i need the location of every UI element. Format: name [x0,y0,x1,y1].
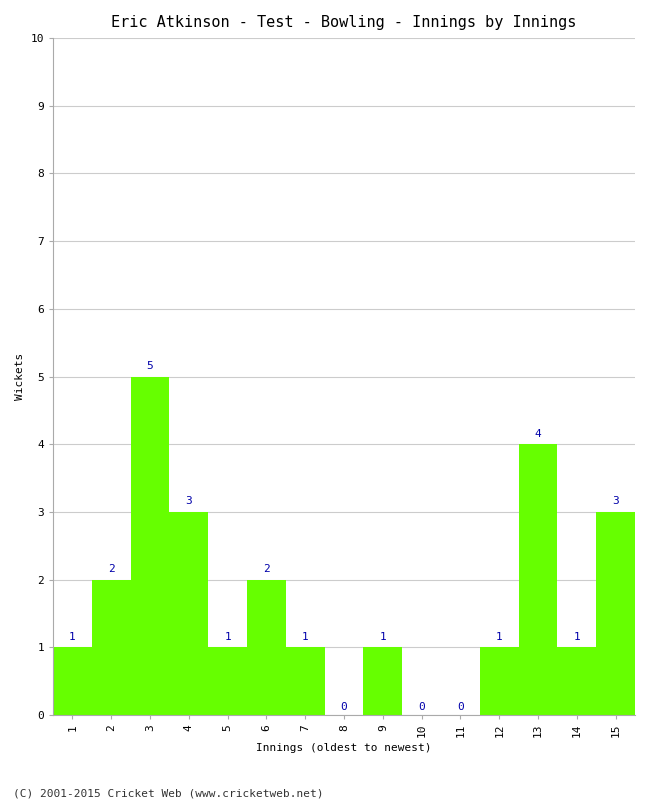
Text: 0: 0 [418,702,425,711]
Bar [363,647,402,715]
Bar [558,647,596,715]
Text: 0: 0 [457,702,464,711]
Text: 5: 5 [147,361,153,371]
Bar [480,647,519,715]
Bar [53,647,92,715]
Title: Eric Atkinson - Test - Bowling - Innings by Innings: Eric Atkinson - Test - Bowling - Innings… [111,15,577,30]
Text: 1: 1 [380,632,386,642]
Bar [208,647,247,715]
Text: 0: 0 [341,702,347,711]
Text: 2: 2 [108,564,114,574]
Text: 1: 1 [496,632,502,642]
Bar [596,512,635,715]
Text: 3: 3 [612,497,619,506]
Text: 4: 4 [535,429,541,438]
Text: 1: 1 [302,632,309,642]
Bar [170,512,208,715]
Text: 1: 1 [224,632,231,642]
Bar [92,579,131,715]
Y-axis label: Wickets: Wickets [15,353,25,400]
X-axis label: Innings (oldest to newest): Innings (oldest to newest) [256,743,432,753]
Bar [131,377,170,715]
Bar [247,579,286,715]
Bar [286,647,324,715]
Text: 3: 3 [185,497,192,506]
Text: 1: 1 [573,632,580,642]
Bar [519,444,558,715]
Text: (C) 2001-2015 Cricket Web (www.cricketweb.net): (C) 2001-2015 Cricket Web (www.cricketwe… [13,788,324,798]
Text: 1: 1 [69,632,76,642]
Text: 2: 2 [263,564,270,574]
